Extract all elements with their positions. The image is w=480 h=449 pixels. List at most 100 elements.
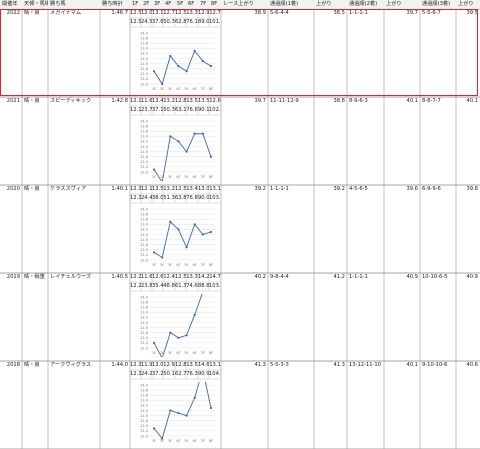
lap-time-cell[interactable]: 13.3 [186, 274, 198, 280]
cumulative-time-cell[interactable]: 12.5 [130, 19, 141, 25]
column-header[interactable]: 開催年 [0, 0, 22, 9]
passing-order-3rd-cell[interactable]: 5-5-6-7 [422, 10, 441, 16]
cumulative-time-cell[interactable]: 76.1 [186, 19, 198, 25]
cumulative-time-cell[interactable]: 102.8 [209, 107, 221, 113]
column-header[interactable]: 天候・馬場 [22, 0, 48, 9]
cumulative-time-cell[interactable]: 90.9 [198, 371, 209, 377]
cumulative-time-cell[interactable]: 50.1 [163, 371, 175, 377]
last-3f-2nd-cell[interactable]: 40.1 [406, 362, 418, 368]
race-last-3f-cell[interactable]: 38.9 [254, 10, 266, 16]
passing-order-2nd-cell[interactable]: 13-12-11-10 [349, 362, 382, 368]
winning-time-cell[interactable]: 1:46.7 [111, 10, 128, 16]
lap-time-cell[interactable]: 13.1 [209, 186, 221, 192]
last-3f-2nd-cell[interactable]: 39.6 [406, 186, 418, 192]
lap-time-cell[interactable]: 12.8 [175, 362, 186, 368]
winner-name-cell[interactable]: スピーディキック [50, 98, 92, 104]
lap-time-cell[interactable]: 13.0 [152, 362, 163, 368]
column-header[interactable]: 8F [209, 0, 221, 9]
track-condition-cell[interactable]: 晴・稍重 [24, 274, 45, 280]
cumulative-time-cell[interactable]: 50.3 [163, 107, 175, 113]
column-header[interactable]: 2F [141, 0, 152, 9]
lap-time-cell[interactable]: 12.9 [198, 10, 209, 16]
winner-name-cell[interactable]: メガイナマム [50, 10, 82, 16]
lap-time-cell[interactable]: 12.5 [175, 186, 186, 192]
year-cell[interactable]: 2019 [6, 274, 20, 280]
year-cell[interactable]: 2018 [6, 362, 20, 368]
lap-time-cell[interactable]: 12.9 [163, 362, 175, 368]
column-header[interactable]: 7F [198, 0, 209, 9]
lap-time-cell[interactable]: 12.7 [163, 10, 175, 16]
cumulative-time-cell[interactable]: 104.0 [209, 371, 221, 377]
winning-time-cell[interactable]: 1:44.0 [111, 362, 128, 368]
last-3f-3rd-cell[interactable]: 40.6 [466, 362, 478, 368]
cumulative-time-cell[interactable]: 51.3 [163, 195, 175, 201]
passing-order-3rd-cell[interactable]: 9-10-10-6 [422, 362, 448, 368]
lap-time-cell[interactable]: 13.2 [163, 186, 175, 192]
passing-order-1st-cell[interactable]: 1-1-1-1 [270, 186, 289, 192]
lap-time-cell[interactable]: 12.7 [209, 10, 221, 16]
lap-time-cell[interactable]: 13.2 [163, 98, 175, 104]
lap-time-cell[interactable]: 13.5 [198, 98, 209, 104]
cumulative-time-cell[interactable]: 89.0 [198, 19, 209, 25]
winner-name-cell[interactable]: アークヴィグラス [50, 362, 92, 368]
cumulative-time-cell[interactable]: 37.2 [152, 371, 163, 377]
race-last-3f-cell[interactable]: 40.2 [254, 274, 266, 280]
cumulative-time-cell[interactable]: 38.0 [152, 195, 163, 201]
column-header[interactable]: 上がり [314, 0, 347, 9]
lap-time-cell[interactable]: 12.5 [175, 10, 186, 16]
lap-time-cell[interactable]: 14.7 [209, 274, 221, 280]
last-3f-2nd-cell[interactable]: 39.7 [406, 10, 418, 16]
cumulative-time-cell[interactable]: 23.7 [141, 107, 152, 113]
cumulative-time-cell[interactable]: 24.5 [141, 19, 152, 25]
track-condition-cell[interactable]: 晴・良 [24, 10, 40, 16]
last-3f-1st-cell[interactable]: 38.5 [333, 10, 345, 16]
passing-order-3rd-cell[interactable]: 8-8-7-7 [422, 98, 441, 104]
column-header[interactable]: 通過順(3着) [420, 0, 456, 9]
passing-order-2nd-cell[interactable]: 1-1-1-1 [349, 274, 368, 280]
cumulative-time-cell[interactable]: 74.6 [186, 283, 198, 289]
lap-time-cell[interactable]: 13.4 [186, 186, 198, 192]
lap-time-cell[interactable]: 14.2 [198, 274, 209, 280]
passing-order-3rd-cell[interactable]: 6-9-9-6 [422, 186, 441, 192]
cumulative-time-cell[interactable]: 12.1 [130, 107, 141, 113]
winning-time-cell[interactable]: 1:40.5 [111, 274, 128, 280]
last-3f-1st-cell[interactable]: 41.2 [333, 274, 345, 280]
column-header[interactable]: 通過順(2着) [347, 0, 384, 9]
cumulative-time-cell[interactable]: 88.8 [198, 283, 209, 289]
lap-time-cell[interactable]: 12.1 [141, 186, 152, 192]
cumulative-time-cell[interactable]: 23.8 [141, 283, 152, 289]
lap-time-cell[interactable]: 13.0 [198, 186, 209, 192]
column-header[interactable]: 勝ち馬 [48, 0, 100, 9]
column-header[interactable]: 6F [186, 0, 198, 9]
lap-time-cell[interactable]: 12.5 [175, 274, 186, 280]
cumulative-time-cell[interactable]: 90.0 [198, 195, 209, 201]
cumulative-time-cell[interactable]: 76.8 [186, 195, 198, 201]
passing-order-1st-cell[interactable]: 9-8-4-4 [270, 274, 289, 280]
lap-time-cell[interactable]: 11.6 [141, 98, 152, 104]
cumulative-time-cell[interactable]: 12.3 [130, 371, 141, 377]
lap-time-cell[interactable]: 12.5 [130, 10, 141, 16]
lap-time-cell[interactable]: 13.3 [186, 10, 198, 16]
column-header[interactable]: 上がり [384, 0, 420, 9]
lap-time-cell[interactable]: 13.4 [152, 98, 163, 104]
cumulative-time-cell[interactable]: 50.3 [163, 19, 175, 25]
last-3f-2nd-cell[interactable]: 40.9 [406, 274, 418, 280]
lap-time-cell[interactable]: 12.1 [130, 98, 141, 104]
lap-time-cell[interactable]: 13.1 [152, 10, 163, 16]
race-last-3f-cell[interactable]: 39.2 [254, 186, 266, 192]
lap-time-cell[interactable]: 11.9 [141, 362, 152, 368]
passing-order-1st-cell[interactable]: 5-6-4-4 [270, 10, 289, 16]
cumulative-time-cell[interactable]: 61.3 [175, 283, 186, 289]
cumulative-time-cell[interactable]: 12.2 [130, 283, 141, 289]
cumulative-time-cell[interactable]: 76.3 [186, 371, 198, 377]
lap-time-cell[interactable]: 12.6 [152, 274, 163, 280]
column-header[interactable]: 1F [130, 0, 141, 9]
cumulative-time-cell[interactable]: 103.1 [209, 195, 221, 201]
last-3f-3rd-cell[interactable]: 40.1 [466, 98, 478, 104]
cumulative-time-cell[interactable]: 35.4 [152, 283, 163, 289]
cumulative-time-cell[interactable]: 62.7 [175, 371, 186, 377]
cumulative-time-cell[interactable]: 12.3 [130, 195, 141, 201]
winning-time-cell[interactable]: 1:42.8 [111, 98, 128, 104]
column-header[interactable]: 上がり [456, 0, 480, 9]
passing-order-2nd-cell[interactable]: 1-1-1-1 [349, 10, 368, 16]
